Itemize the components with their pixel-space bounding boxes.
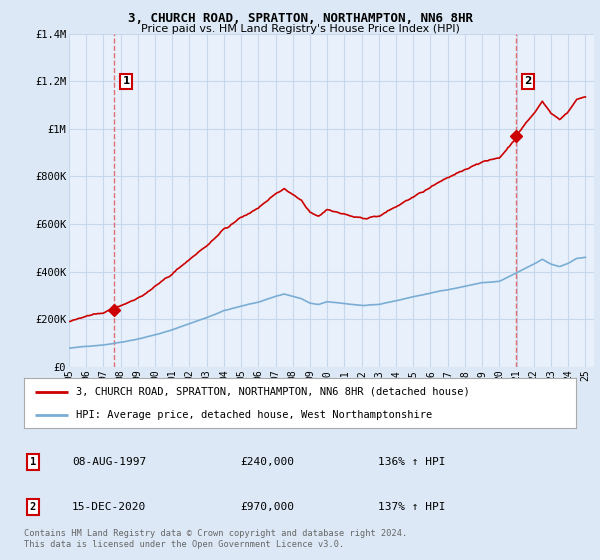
Text: 1: 1	[122, 76, 130, 86]
Text: 2: 2	[30, 502, 36, 512]
Text: 15-DEC-2020: 15-DEC-2020	[72, 502, 146, 512]
Text: 137% ↑ HPI: 137% ↑ HPI	[378, 502, 445, 512]
Text: 2: 2	[524, 76, 532, 86]
Text: Price paid vs. HM Land Registry's House Price Index (HPI): Price paid vs. HM Land Registry's House …	[140, 24, 460, 34]
Text: 136% ↑ HPI: 136% ↑ HPI	[378, 457, 445, 467]
Text: 08-AUG-1997: 08-AUG-1997	[72, 457, 146, 467]
Text: £240,000: £240,000	[240, 457, 294, 467]
Text: £970,000: £970,000	[240, 502, 294, 512]
Text: 3, CHURCH ROAD, SPRATTON, NORTHAMPTON, NN6 8HR: 3, CHURCH ROAD, SPRATTON, NORTHAMPTON, N…	[128, 12, 473, 25]
Text: 3, CHURCH ROAD, SPRATTON, NORTHAMPTON, NN6 8HR (detached house): 3, CHURCH ROAD, SPRATTON, NORTHAMPTON, N…	[76, 386, 470, 396]
Text: 1: 1	[30, 457, 36, 467]
Text: Contains HM Land Registry data © Crown copyright and database right 2024.
This d: Contains HM Land Registry data © Crown c…	[24, 529, 407, 549]
Text: HPI: Average price, detached house, West Northamptonshire: HPI: Average price, detached house, West…	[76, 410, 433, 420]
